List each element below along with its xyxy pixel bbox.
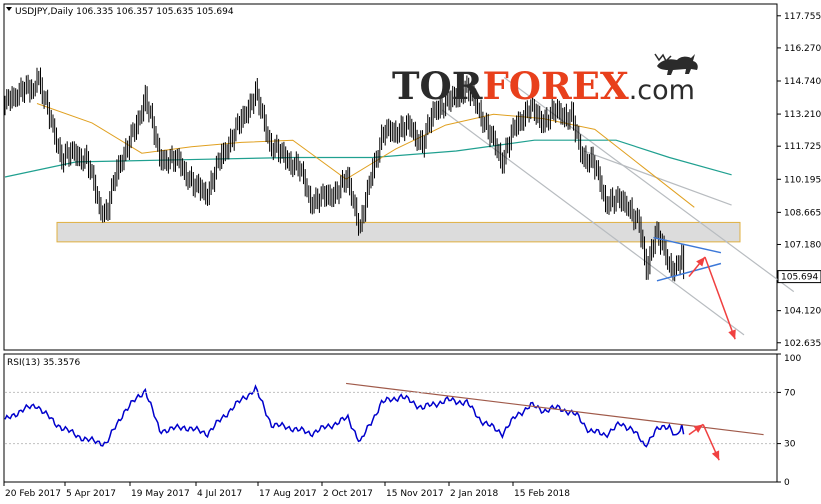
rsi-forecast-arrowhead (711, 450, 720, 461)
rsi-y-tick-label: 100 (784, 354, 801, 364)
support-zone (56, 221, 741, 243)
torforex-logo: TORFOREX.com (392, 53, 698, 108)
bull-icon (654, 53, 698, 75)
price-forecast-segment (704, 256, 736, 340)
price-y-tick-label: 116.270 (784, 44, 821, 54)
price-y-tick-label: 110.195 (784, 175, 821, 185)
triangle-upper-line (653, 236, 722, 254)
price-y-tick-label: 111.725 (784, 142, 821, 152)
channel-lower-line (441, 109, 745, 336)
logo-text: TORFOREX.com (392, 64, 695, 108)
moving-average-layer (4, 103, 732, 208)
triangle-lower-line (656, 262, 722, 282)
forecast-layer (688, 256, 736, 340)
rsi-forecast-arrowhead (693, 424, 704, 433)
channel-middle-line (583, 150, 732, 206)
x-tick-label: 17 Aug 2017 (259, 489, 317, 499)
current-price-box (777, 270, 821, 284)
rsi-trendline (346, 382, 764, 436)
price-layer (4, 67, 685, 282)
price-forecast-arrowhead (728, 329, 736, 340)
x-tick-label: 15 Feb 2018 (514, 489, 570, 499)
price-y-tick-label: 108.665 (784, 208, 821, 218)
price-y-tick-label: 104.120 (784, 307, 821, 317)
x-tick-label: 19 May 2017 (131, 489, 190, 499)
x-tick-label: 2 Oct 2017 (323, 489, 373, 499)
x-tick-label: 4 Jul 2017 (197, 489, 242, 499)
price-y-tick-label: 117.755 (784, 12, 821, 22)
x-tick-label: 20 Feb 2017 (5, 489, 61, 499)
price-panel (3, 3, 778, 351)
rsi-layer (4, 382, 776, 461)
price-y-tick-label: 114.740 (784, 77, 821, 87)
ma-slow-line (4, 139, 732, 178)
x-tick-label: 15 Nov 2017 (386, 489, 444, 499)
support-zone-layer (56, 221, 741, 243)
rsi-header: RSI(13) 35.3576 (7, 358, 80, 368)
price-y-tick-label: 113.210 (784, 110, 821, 120)
rsi-y-tick-label: 0 (784, 478, 790, 488)
x-tick-label: 2 Jan 2018 (450, 489, 498, 499)
rsi-panel (3, 353, 778, 483)
price-header: USDJPY,Daily 106.335 106.357 105.635 105… (15, 7, 234, 17)
price-forecast-arrowhead (696, 257, 705, 267)
rsi-y-tick-label: 70 (784, 388, 796, 398)
price-y-tick-label: 107.180 (784, 240, 821, 250)
ma-fast-line (36, 103, 695, 208)
x-tick-label: 5 Apr 2017 (66, 489, 116, 499)
rsi-y-tick-label: 30 (784, 440, 796, 450)
axis-layer: 117.755 116.270 114.740 113.210 111.725 110.1… (3, 12, 821, 499)
price-y-tick-label: 102.635 (784, 339, 821, 349)
header-dropdown-icon[interactable] (6, 7, 12, 11)
current-price-label: 105.694 (781, 273, 818, 283)
triangle-layer (653, 236, 722, 282)
